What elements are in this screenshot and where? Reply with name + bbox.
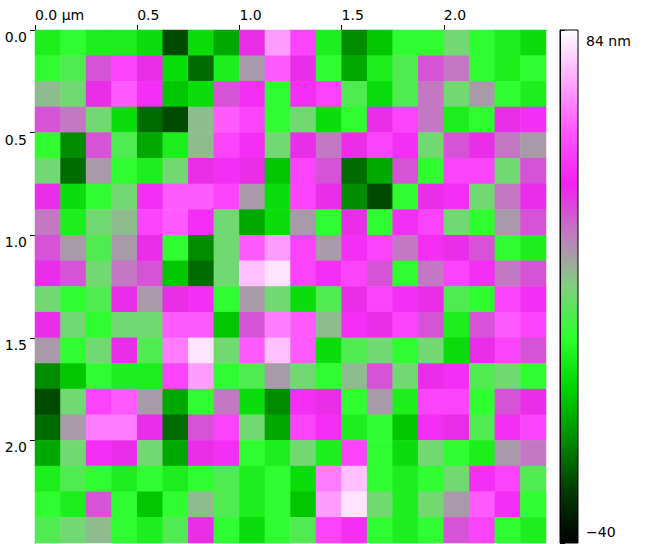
svg-text:0.5: 0.5 xyxy=(137,7,159,23)
svg-text:1.0: 1.0 xyxy=(5,234,27,250)
svg-text:1.5: 1.5 xyxy=(5,337,27,353)
svg-text:2.0: 2.0 xyxy=(444,7,466,23)
svg-text:1.5: 1.5 xyxy=(342,7,364,23)
svg-text:0.5: 0.5 xyxy=(5,132,27,148)
svg-text:0.0 µm: 0.0 µm xyxy=(35,7,84,23)
svg-text:1.0: 1.0 xyxy=(239,7,261,23)
svg-text:0.0: 0.0 xyxy=(5,29,27,45)
svg-text:−40: −40 xyxy=(586,524,616,540)
svg-text:2.0: 2.0 xyxy=(5,439,27,455)
svg-text:84 nm: 84 nm xyxy=(586,33,631,49)
